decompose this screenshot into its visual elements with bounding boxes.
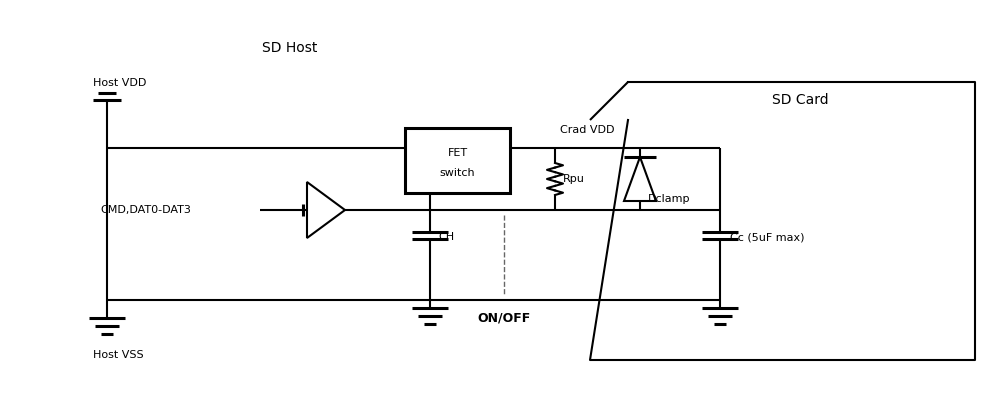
Text: Host VDD: Host VDD — [93, 78, 147, 88]
Text: FET: FET — [448, 148, 468, 158]
Text: Dclamp: Dclamp — [648, 194, 690, 204]
Text: Host VSS: Host VSS — [93, 350, 144, 360]
Text: ON/OFF: ON/OFF — [478, 312, 530, 324]
Text: Cc (5uF max): Cc (5uF max) — [730, 232, 805, 242]
Text: Crad VDD: Crad VDD — [560, 125, 615, 135]
Text: SD Host: SD Host — [263, 41, 318, 55]
Text: CMD,DAT0-DAT3: CMD,DAT0-DAT3 — [100, 205, 191, 215]
Text: SD Card: SD Card — [772, 93, 828, 107]
Polygon shape — [624, 157, 656, 201]
Polygon shape — [307, 182, 345, 238]
Text: switch: switch — [440, 168, 475, 178]
Text: CH: CH — [438, 232, 454, 242]
Text: Rpu: Rpu — [563, 174, 584, 184]
Bar — [405, 128, 510, 193]
